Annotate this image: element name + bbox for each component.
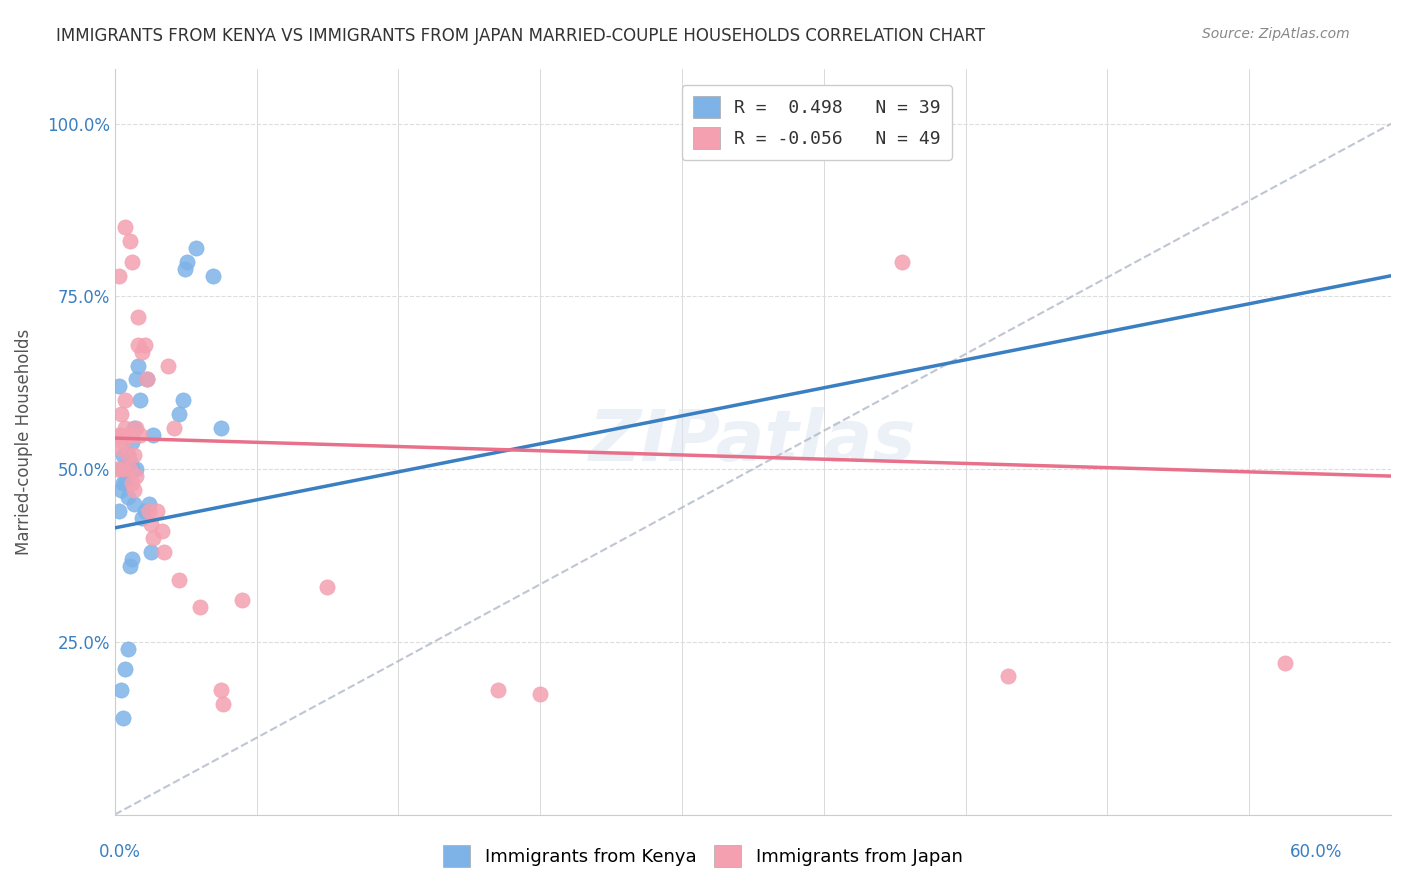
Point — [108, 268, 131, 283]
Point — [118, 455, 141, 469]
Point — [201, 268, 224, 283]
Point — [131, 344, 153, 359]
Point — [125, 421, 148, 435]
Text: 0.0%: 0.0% — [98, 843, 141, 861]
Point — [146, 503, 169, 517]
Point — [152, 545, 174, 559]
Point — [108, 442, 131, 456]
Point — [105, 462, 128, 476]
Point — [112, 462, 135, 476]
Point — [129, 393, 152, 408]
Point — [118, 427, 141, 442]
Point — [117, 641, 139, 656]
Point — [118, 462, 141, 476]
Point — [122, 421, 145, 435]
Point — [184, 241, 207, 255]
Point — [125, 462, 148, 476]
Point — [118, 234, 141, 248]
Point — [231, 593, 253, 607]
Point — [110, 407, 132, 421]
Point — [142, 531, 165, 545]
Point — [188, 600, 211, 615]
Point — [118, 558, 141, 573]
Point — [121, 255, 143, 269]
Point — [117, 490, 139, 504]
Text: 60.0%: 60.0% — [1291, 843, 1343, 861]
Point — [127, 310, 149, 325]
Point — [890, 255, 912, 269]
Point — [114, 462, 136, 476]
Point — [108, 503, 131, 517]
Text: ZIPatlas: ZIPatlas — [589, 407, 917, 476]
Point — [121, 462, 143, 476]
Point — [110, 683, 132, 698]
Point — [176, 255, 198, 269]
Point — [134, 503, 156, 517]
Point — [150, 524, 173, 539]
Legend: Immigrants from Kenya, Immigrants from Japan: Immigrants from Kenya, Immigrants from J… — [436, 838, 970, 874]
Point — [112, 448, 135, 462]
Point — [112, 475, 135, 490]
Point — [121, 427, 143, 442]
Point — [122, 497, 145, 511]
Point — [121, 552, 143, 566]
Point — [127, 359, 149, 373]
Text: Source: ZipAtlas.com: Source: ZipAtlas.com — [1202, 27, 1350, 41]
Point — [114, 475, 136, 490]
Point — [142, 427, 165, 442]
Point — [827, 124, 849, 138]
Point — [112, 711, 135, 725]
Point — [122, 448, 145, 462]
Point — [138, 503, 160, 517]
Point — [129, 427, 152, 442]
Point — [156, 359, 179, 373]
Point — [316, 580, 339, 594]
Point — [486, 683, 509, 698]
Point — [121, 434, 143, 449]
Text: IMMIGRANTS FROM KENYA VS IMMIGRANTS FROM JAPAN MARRIED-COUPLE HOUSEHOLDS CORRELA: IMMIGRANTS FROM KENYA VS IMMIGRANTS FROM… — [56, 27, 986, 45]
Point — [117, 427, 139, 442]
Point — [138, 497, 160, 511]
Point — [125, 469, 148, 483]
Point — [1274, 656, 1296, 670]
Point — [122, 483, 145, 497]
Point — [139, 517, 162, 532]
Point — [114, 663, 136, 677]
Point — [209, 683, 232, 698]
Point — [110, 483, 132, 497]
Point — [110, 462, 132, 476]
Point — [212, 697, 235, 711]
Point — [163, 421, 186, 435]
Point — [209, 421, 232, 435]
Point — [108, 379, 131, 393]
Point — [174, 261, 197, 276]
Point — [172, 393, 194, 408]
Point — [114, 421, 136, 435]
Point — [108, 427, 131, 442]
Point — [114, 220, 136, 235]
Point — [117, 448, 139, 462]
Point — [529, 687, 551, 701]
Y-axis label: Married-couple Households: Married-couple Households — [15, 328, 32, 555]
Point — [110, 427, 132, 442]
Point — [117, 448, 139, 462]
Point — [125, 372, 148, 386]
Point — [112, 434, 135, 449]
Point — [167, 407, 190, 421]
Legend: R =  0.498   N = 39, R = -0.056   N = 49: R = 0.498 N = 39, R = -0.056 N = 49 — [682, 85, 952, 160]
Point — [118, 462, 141, 476]
Point — [131, 510, 153, 524]
Point — [127, 338, 149, 352]
Point — [139, 545, 162, 559]
Point — [135, 372, 157, 386]
Point — [167, 573, 190, 587]
Point — [114, 393, 136, 408]
Point — [997, 669, 1019, 683]
Point — [134, 338, 156, 352]
Point — [121, 475, 143, 490]
Point — [135, 372, 157, 386]
